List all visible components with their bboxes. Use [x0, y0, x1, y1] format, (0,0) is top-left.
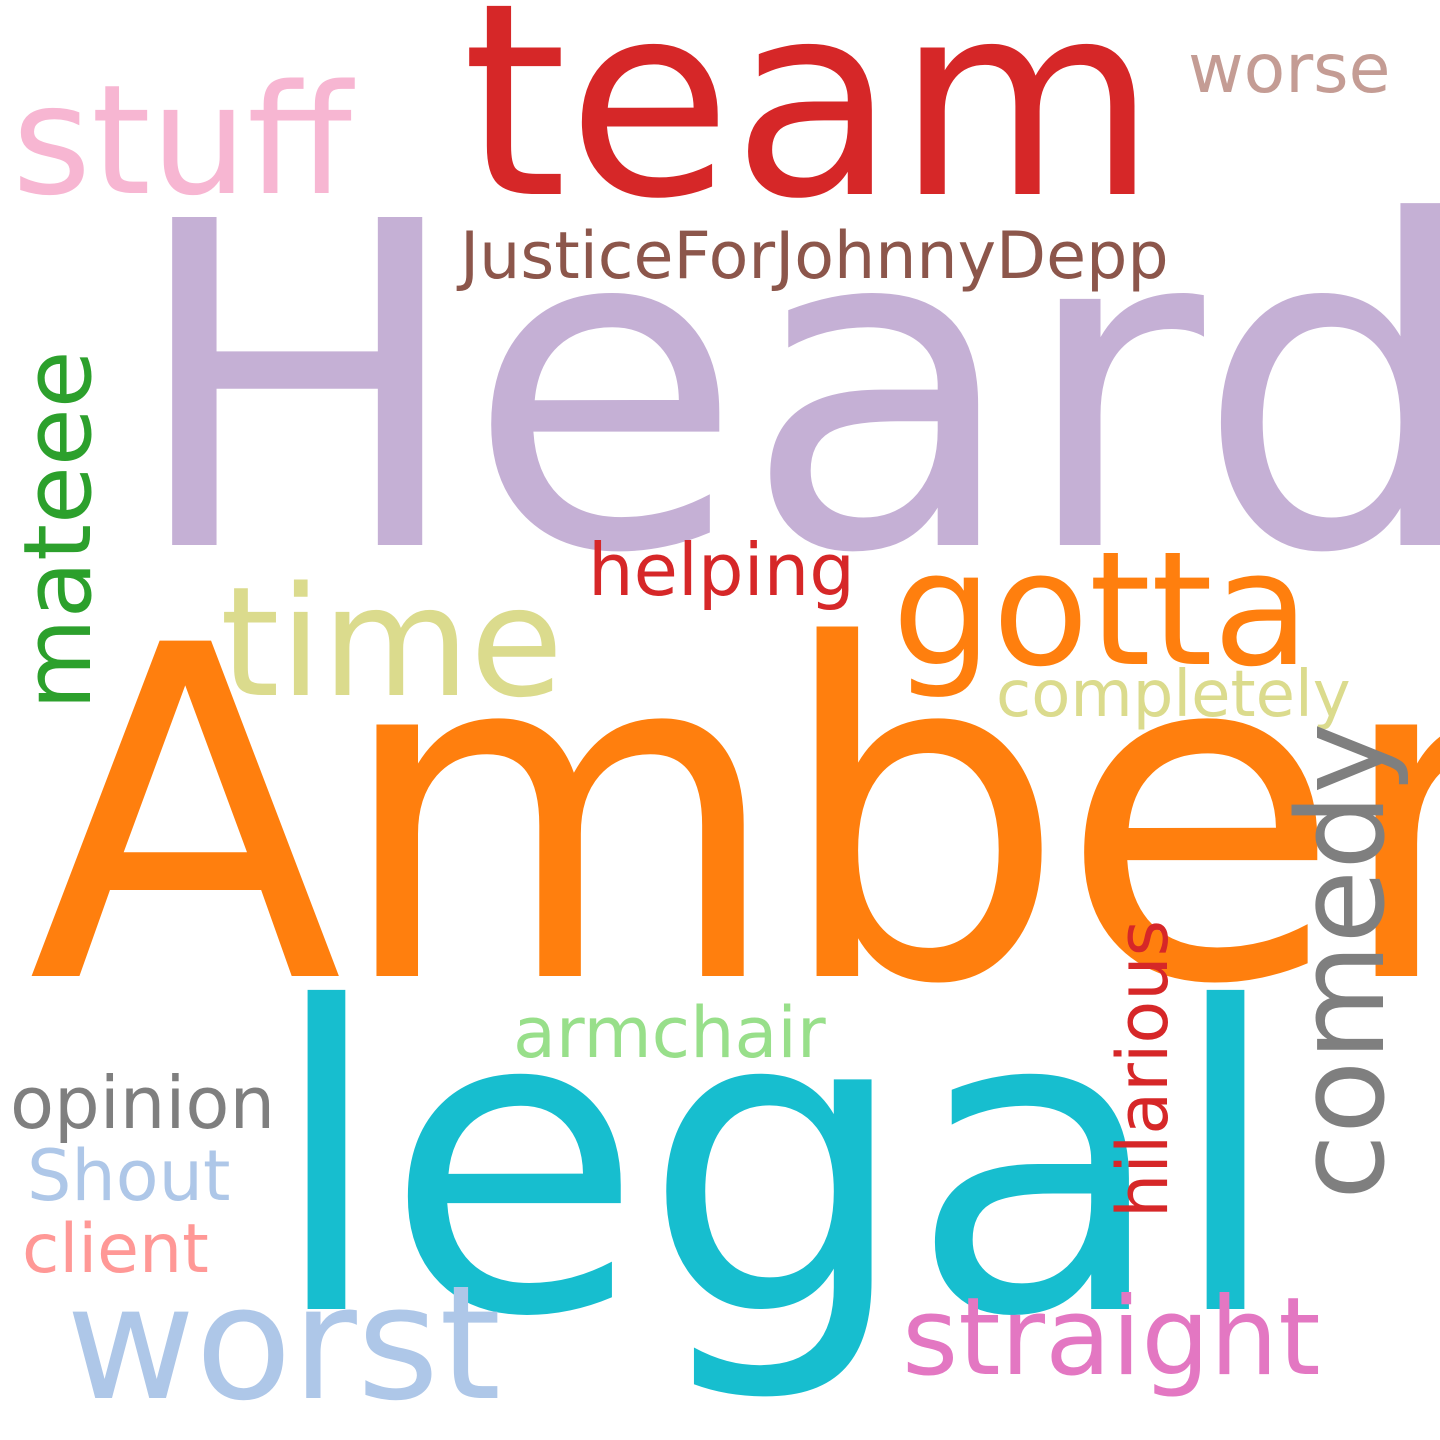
word-worst: worst — [66, 1252, 502, 1436]
word-legal: legal — [268, 920, 1284, 1409]
word-straight: straight — [902, 1275, 1321, 1400]
word-client: client — [22, 1210, 209, 1289]
word-stuff: stuff — [12, 52, 352, 229]
word-gotta: gotta — [892, 518, 1310, 702]
word-mateee: mateee — [4, 350, 113, 710]
word-helping: helping — [588, 528, 855, 612]
word-comedy: comedy — [1273, 722, 1412, 1200]
word-opinion: opinion — [10, 1061, 276, 1145]
word-shout: Shout — [27, 1135, 231, 1217]
word-armchair: armchair — [513, 992, 826, 1074]
word-worse: worse — [1188, 30, 1391, 109]
word-time: time — [220, 554, 564, 731]
word-heard: Heard — [128, 128, 1440, 652]
word-completely: completely — [996, 658, 1351, 732]
word-team: team — [462, 0, 1158, 258]
word-hilarious: hilarious — [1102, 919, 1184, 1218]
word-justicefor-johnnydepp: JusticeForJohnnyDepp — [460, 219, 1169, 294]
word-amber: Amber — [28, 550, 1440, 1085]
